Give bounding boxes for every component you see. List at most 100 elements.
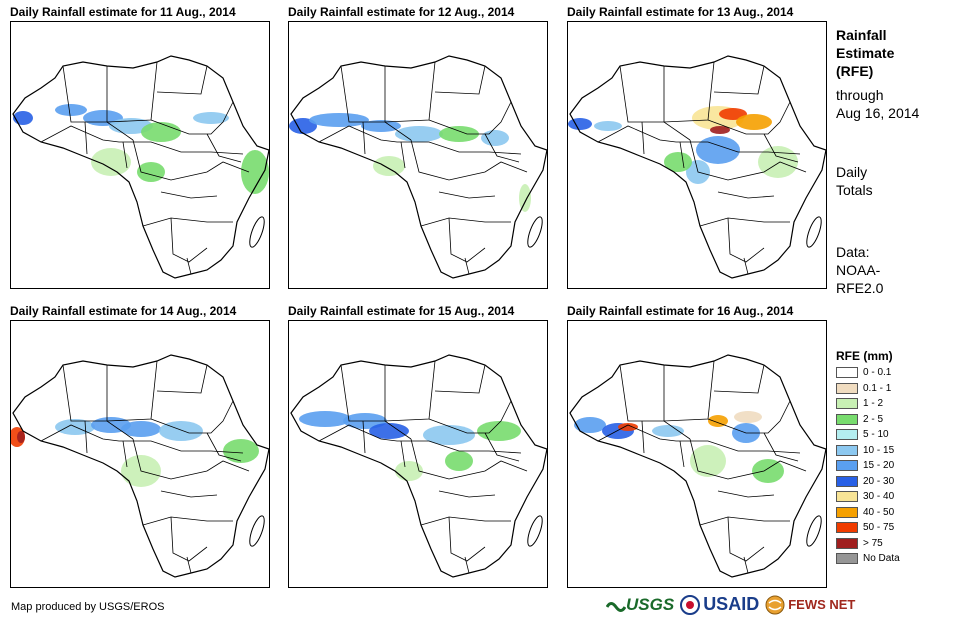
legend-item: 40 - 50 <box>836 505 900 521</box>
country-border <box>318 125 522 155</box>
country-border <box>40 125 244 155</box>
country-border <box>170 217 208 263</box>
country-border <box>763 432 799 462</box>
map-title-line: (RFE) <box>836 63 874 79</box>
map-frame <box>10 21 270 289</box>
rainfall-area <box>13 111 33 125</box>
country-border <box>464 556 470 574</box>
rainfall-area <box>369 423 409 439</box>
totals-line: Totals <box>836 182 873 198</box>
country-border <box>428 400 512 434</box>
country-border <box>428 101 512 135</box>
country-border <box>384 61 436 123</box>
country-border <box>156 364 208 394</box>
country-border <box>340 364 412 440</box>
country-border <box>206 133 242 163</box>
map-title: Rainfall Estimate (RFE) <box>836 26 894 80</box>
country-border <box>597 125 801 155</box>
country-border <box>62 65 134 141</box>
country-border <box>340 65 412 141</box>
rainfall-area <box>395 461 423 481</box>
through-label: through <box>836 87 884 103</box>
rainfall-area <box>373 156 405 176</box>
country-border <box>150 101 234 135</box>
map-frame <box>10 320 270 588</box>
fewsnet-globe-icon <box>765 595 785 614</box>
africa-map <box>11 354 269 578</box>
africa-map <box>12 55 269 279</box>
africa-map <box>290 354 547 578</box>
rainfall-area <box>734 411 762 423</box>
logo-strip: USGS USAID FEWS NET <box>606 594 861 615</box>
country-border <box>186 257 192 275</box>
madagascar-outline <box>249 515 265 547</box>
country-border <box>727 217 765 263</box>
rainfall-area <box>141 122 181 142</box>
country-border <box>689 438 807 480</box>
rainfall-area <box>594 121 622 131</box>
rainfall-area <box>519 184 531 212</box>
through-date: through Aug 16, 2014 <box>836 86 919 122</box>
legend-item: 5 - 10 <box>836 427 900 443</box>
country-border <box>448 217 486 263</box>
fewsnet-logo: FEWS NET <box>765 595 855 615</box>
legend-label: No Data <box>863 553 900 565</box>
country-border <box>619 364 691 440</box>
country-border <box>743 257 749 275</box>
map-frame <box>567 320 827 588</box>
legend-swatch <box>836 506 858 518</box>
legend-label: > 75 <box>863 537 883 549</box>
panel-title: Daily Rainfall estimate for 12 Aug., 201… <box>288 5 515 19</box>
panel-title: Daily Rainfall estimate for 11 Aug., 201… <box>10 5 236 19</box>
country-border <box>160 191 218 199</box>
legend-item: 2 - 5 <box>836 412 900 428</box>
country-border <box>713 364 765 394</box>
country-border <box>699 217 790 227</box>
legend-label: 50 - 75 <box>863 522 895 534</box>
legend-label: 15 - 20 <box>863 460 895 472</box>
usgs-logo: USGS <box>606 595 674 615</box>
legend-swatch <box>836 382 858 394</box>
country-border <box>170 516 208 562</box>
madagascar-outline <box>249 216 265 248</box>
rainfall-area <box>618 423 638 431</box>
map-frame <box>567 21 827 289</box>
legend-item: 15 - 20 <box>836 458 900 474</box>
legend-label: 5 - 10 <box>863 429 889 441</box>
country-border <box>142 217 233 227</box>
country-border <box>434 65 486 95</box>
country-border <box>763 133 799 163</box>
rainfall-area <box>439 126 479 142</box>
country-border <box>448 516 486 562</box>
rainfall-area <box>568 118 592 130</box>
country-border <box>156 65 208 95</box>
rainfall-area <box>664 152 692 172</box>
panel-title: Daily Rainfall estimate for 14 Aug., 201… <box>10 304 237 318</box>
rainfall-area <box>361 120 401 132</box>
rainfall-area <box>193 112 229 124</box>
legend-label: 2 - 5 <box>863 413 884 425</box>
africa-map <box>569 354 826 578</box>
map-panel-6: Daily Rainfall estimate for 16 Aug., 201… <box>567 303 829 593</box>
country-border <box>142 516 233 526</box>
legend-item: 30 - 40 <box>836 489 900 505</box>
map-panel-5: Daily Rainfall estimate for 15 Aug., 201… <box>288 303 550 593</box>
map-panel-3: Daily Rainfall estimate for 13 Aug., 201… <box>567 4 829 294</box>
usaid-wordmark: USAID <box>703 594 760 614</box>
legend-label: 20 - 30 <box>863 475 895 487</box>
legend-swatch <box>836 444 858 456</box>
legend-label: 30 - 40 <box>863 491 895 503</box>
usgs-wordmark: USGS <box>626 594 675 614</box>
country-border <box>641 420 685 468</box>
country-border <box>699 516 790 526</box>
country-border <box>106 360 158 422</box>
country-border <box>484 133 520 163</box>
legend-swatch <box>836 460 858 472</box>
country-border <box>106 61 158 123</box>
country-border <box>362 121 406 169</box>
usaid-logo: USAID <box>680 594 759 615</box>
country-border <box>663 61 715 123</box>
country-border <box>40 424 244 454</box>
legend-label: 0.1 - 1 <box>863 382 892 394</box>
rainfall-area <box>690 445 726 477</box>
